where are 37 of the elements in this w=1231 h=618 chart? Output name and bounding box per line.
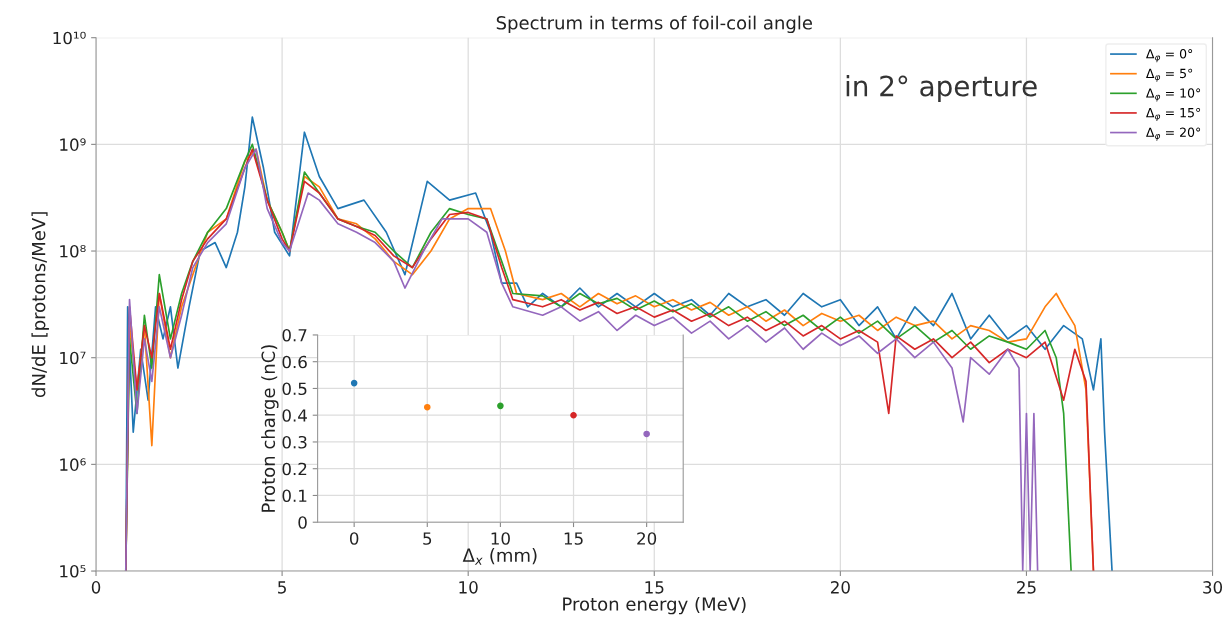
x-tick-label: 30 — [1203, 581, 1223, 594]
x-tick-label: 20 — [637, 532, 657, 545]
x-tick-label: 10 — [491, 532, 510, 545]
y-tick-label: 10⁶ — [60, 458, 86, 471]
x-tick-label: 15 — [564, 532, 583, 545]
chart-title: Spectrum in terms of foil-coil angle — [496, 15, 813, 34]
y-tick-label: 10¹⁰ — [53, 31, 86, 45]
y-tick-label: 0.7 — [282, 328, 307, 342]
y-tick-label: 0.4 — [282, 409, 307, 422]
x-axis-title: Proton energy (MeV) — [563, 596, 746, 615]
x-tick-label: 10 — [459, 581, 478, 594]
y-axis-title: Proton charge (nC) — [261, 345, 279, 512]
x-tick-label: 5 — [278, 581, 286, 594]
annotation: in 2° aperture — [846, 75, 1037, 102]
x-tick-label: 0 — [91, 581, 101, 594]
y-axis-title: dN/dE [protons/MeV] — [31, 212, 49, 398]
x-tick-label: 25 — [1017, 581, 1036, 594]
y-tick-label: 10⁵ — [60, 564, 86, 578]
y-tick-label: 10⁹ — [60, 138, 86, 151]
y-tick-label: 10⁷ — [60, 351, 86, 365]
x-tick-label: 5 — [423, 532, 432, 545]
x-tick-label: 0 — [349, 532, 359, 545]
legend-label: Δ$_{φ}$ = 0° — [1146, 49, 1193, 63]
legend-label: Δ$_{φ}$ = 15° — [1146, 107, 1201, 122]
x-tick-label: 20 — [830, 581, 850, 594]
legend-label: Δ$_{φ}$ = 20° — [1146, 127, 1201, 141]
y-tick-label: 0.1 — [282, 489, 307, 503]
y-tick-label: 10⁸ — [60, 244, 86, 258]
legend-label: Δ$_{φ}$ = 5° — [1146, 68, 1193, 82]
y-tick-label: 0.5 — [282, 382, 307, 396]
y-tick-label: 0 — [298, 516, 307, 529]
legend-label: Δ$_{φ}$ = 10° — [1146, 88, 1201, 102]
x-tick-label: 15 — [645, 581, 664, 594]
y-tick-label: 0.6 — [282, 355, 307, 369]
x-axis-title: Δ$_{x}$ (mm) — [462, 548, 537, 565]
y-tick-label: 0.3 — [282, 435, 307, 449]
y-tick-label: 0.2 — [282, 462, 307, 476]
